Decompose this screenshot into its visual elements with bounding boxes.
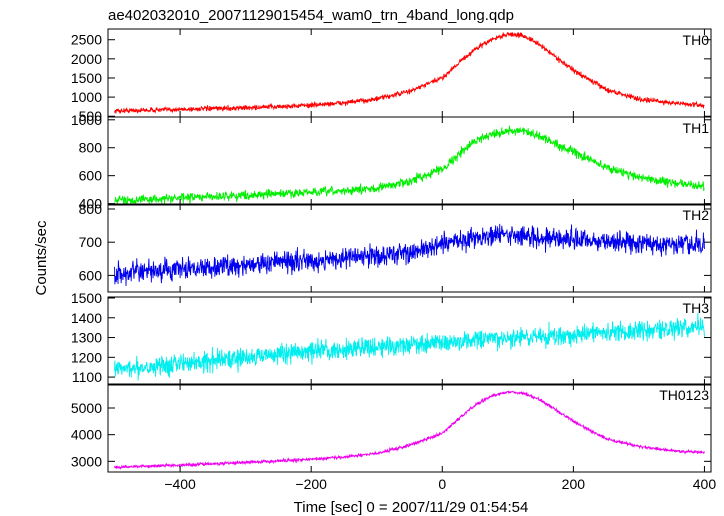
series-line-th3: [114, 312, 705, 381]
y-tick-label: 400: [79, 196, 103, 212]
x-tick-label: −200: [295, 476, 327, 492]
y-tick-label: 700: [79, 234, 103, 250]
y-tick-label: 500: [79, 108, 103, 124]
x-axis-label: Time [sec] 0 = 2007/11/29 01:54:54: [294, 499, 529, 516]
y-tick-label: 2000: [71, 51, 102, 67]
y-tick-label: 800: [79, 140, 103, 156]
panel-label-th1: TH1: [683, 120, 710, 136]
panel-th0123: 3000 4000 5000 TH0123: [71, 383, 712, 473]
panel-th1: 400 600 800 1000 TH1: [71, 112, 712, 212]
series-line-th0123: [114, 390, 705, 470]
x-axis: −400 −200 0 200 400: [164, 476, 716, 492]
panel-th0: 500 1000 1500 2000 2500 TH0: [71, 28, 712, 124]
panel-th2: 600 700 800 TH2: [79, 201, 712, 293]
y-tick-label: 600: [79, 267, 103, 283]
y-tick-label: 800: [79, 201, 103, 217]
y-tick-label: 5000: [71, 400, 102, 416]
y-tick-label: 4000: [71, 427, 102, 443]
y-tick-label: 1500: [71, 290, 102, 306]
panel-frame: [107, 116, 712, 206]
y-axis-label: Counts/sec: [33, 220, 50, 296]
panel-label-th2: TH2: [683, 207, 710, 223]
panel-th3: 1100 1200 1300 1400 1500 TH3: [71, 290, 712, 386]
y-tick-label: 1300: [71, 330, 102, 346]
panel-frame: [107, 28, 712, 118]
y-tick-label: 3000: [71, 453, 102, 469]
panel-frame: [107, 296, 712, 386]
x-tick-label: 0: [438, 476, 446, 492]
y-tick-label: 1000: [71, 89, 102, 105]
panel-label-th3: TH3: [683, 300, 710, 316]
x-tick-label: −400: [164, 476, 196, 492]
panel-label-th0: TH0: [683, 32, 710, 48]
panel-frame: [107, 203, 712, 293]
y-tick-label: 1200: [71, 349, 102, 365]
series-line-th0: [114, 31, 705, 115]
panel-label-th0123: TH0123: [659, 387, 709, 403]
chart-title: ae402032010_20071129015454_wam0_trn_4ban…: [108, 7, 514, 24]
y-tick-label: 1100: [72, 369, 102, 385]
y-tick-label: 1400: [71, 310, 102, 326]
y-tick-label: 1000: [71, 112, 102, 128]
x-tick-label: 400: [693, 476, 717, 492]
y-tick-label: 1500: [71, 70, 102, 86]
panel-frame: [107, 383, 712, 473]
y-tick-label: 2500: [71, 32, 102, 48]
series-line-th2: [114, 223, 705, 286]
series-line-th1: [114, 125, 705, 205]
y-tick-label: 600: [79, 168, 103, 184]
x-tick-label: 200: [562, 476, 586, 492]
